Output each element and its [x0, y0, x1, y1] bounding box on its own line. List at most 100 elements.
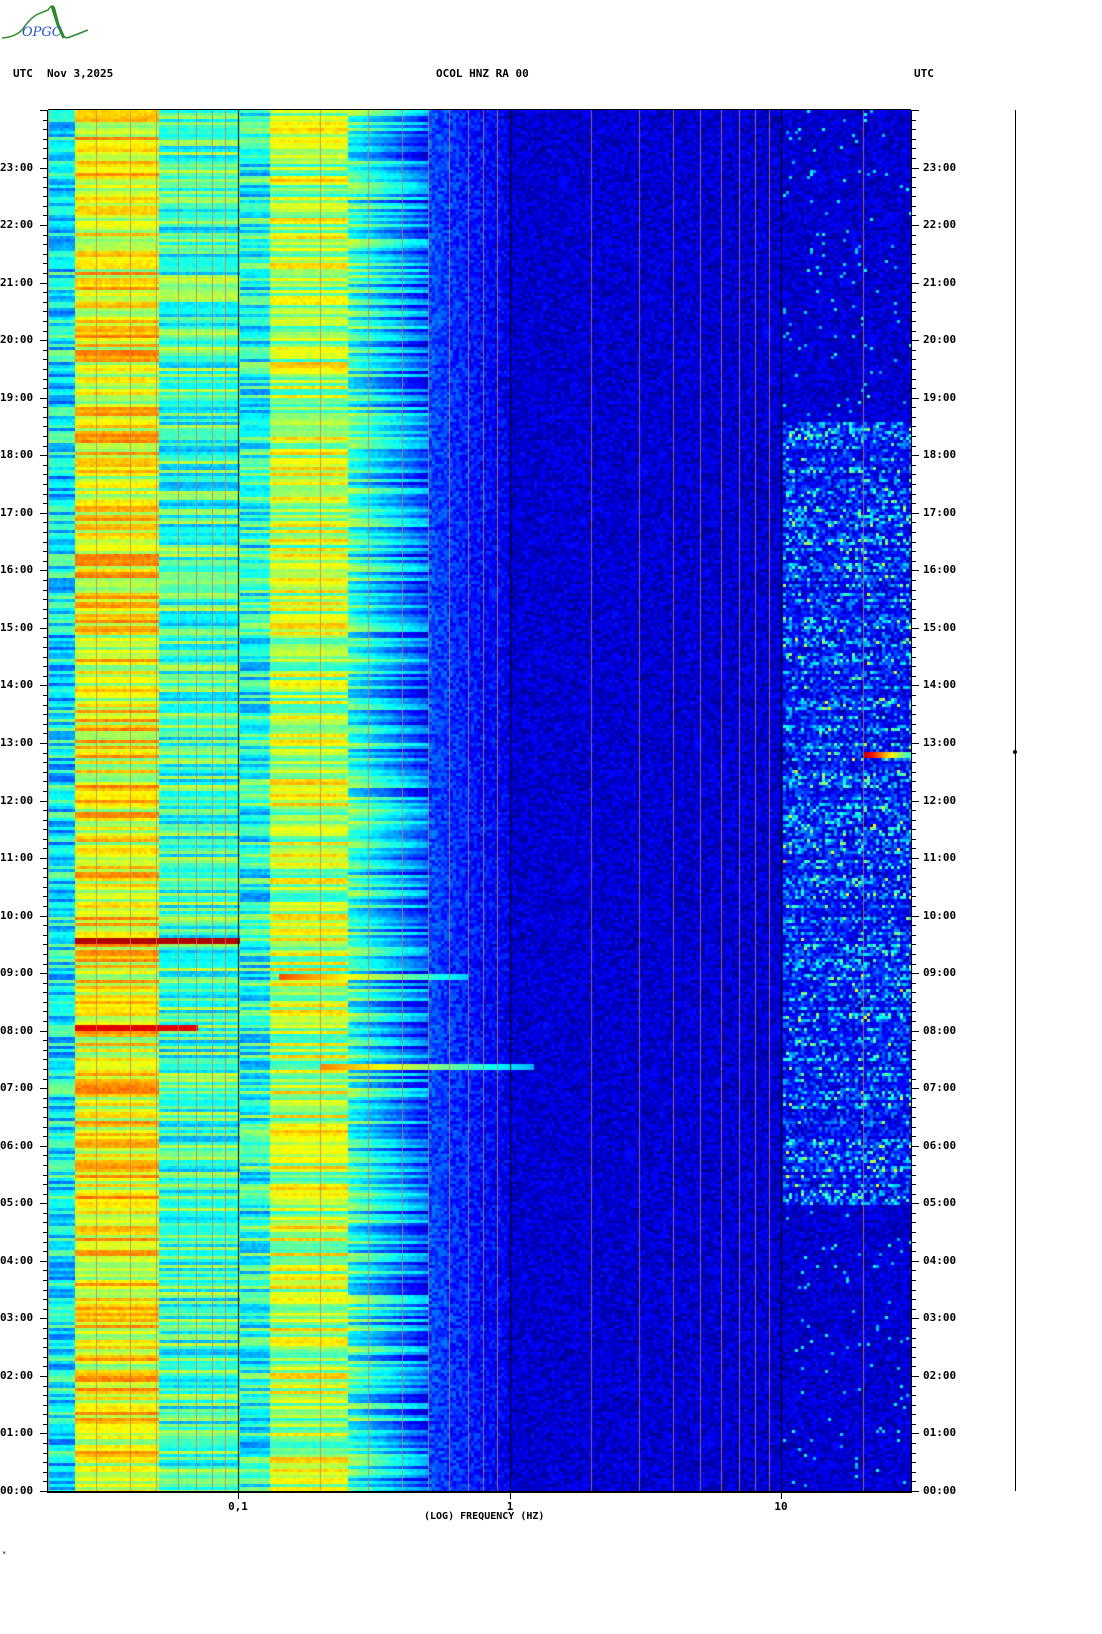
- y-tick-left: [43, 292, 48, 293]
- y-tick-left: [43, 1414, 48, 1415]
- y-tick-right: [911, 618, 916, 619]
- y-tick-label-left: 19:00: [0, 391, 34, 404]
- y-tick-right: [911, 311, 916, 312]
- y-tick-right: [911, 1194, 916, 1195]
- y-tick-right: [911, 1031, 919, 1032]
- y-tick-label-left: 07:00: [0, 1081, 34, 1094]
- y-tick-right: [911, 1222, 916, 1223]
- y-tick-left: [43, 810, 48, 811]
- y-tick-right: [911, 455, 919, 456]
- y-tick-left: [43, 695, 48, 696]
- y-tick-left: [40, 570, 48, 571]
- y-tick-label-left: 05:00: [0, 1196, 34, 1209]
- y-tick-left: [43, 1155, 48, 1156]
- date-label: Nov 3,2025: [47, 67, 114, 80]
- y-tick-label-right: 07:00: [923, 1081, 957, 1094]
- y-tick-left: [43, 474, 48, 475]
- y-tick-left: [43, 1462, 48, 1463]
- y-tick-left: [43, 599, 48, 600]
- y-tick-right: [911, 494, 916, 495]
- y-tick-right: [911, 273, 916, 274]
- y-tick-right: [911, 542, 916, 543]
- y-tick-left: [43, 359, 48, 360]
- y-tick-left: [40, 110, 48, 111]
- y-tick-left: [43, 1280, 48, 1281]
- y-tick-left: [40, 1491, 48, 1492]
- y-tick-right: [911, 1328, 916, 1329]
- y-tick-left: [40, 340, 48, 341]
- y-tick-left: [40, 916, 48, 917]
- y-tick-right: [911, 1146, 919, 1147]
- y-tick-right: [911, 1088, 919, 1089]
- y-tick-right: [911, 609, 916, 610]
- y-tick-right: [911, 1175, 916, 1176]
- y-tick-right: [911, 292, 916, 293]
- y-tick-label-right: 01:00: [923, 1426, 957, 1439]
- y-tick-left: [43, 1213, 48, 1214]
- y-tick-right: [911, 1021, 916, 1022]
- y-tick-left: [43, 1002, 48, 1003]
- y-tick-right: [911, 263, 916, 264]
- y-tick-left: [43, 829, 48, 830]
- y-tick-right: [911, 1395, 916, 1396]
- y-tick-right: [911, 283, 919, 284]
- logo-text: OPGC: [22, 25, 62, 40]
- y-tick-left: [43, 1328, 48, 1329]
- y-tick-right: [911, 340, 919, 341]
- y-tick-left: [40, 513, 48, 514]
- y-tick-right: [911, 1117, 916, 1118]
- y-tick-left: [43, 1290, 48, 1291]
- y-tick-right: [911, 225, 919, 226]
- y-tick-left: [43, 896, 48, 897]
- y-tick-right: [911, 1338, 916, 1339]
- y-tick-left: [43, 753, 48, 754]
- y-tick-right: [911, 637, 916, 638]
- y-tick-right: [911, 1011, 916, 1012]
- y-tick-label-right: 14:00: [923, 678, 957, 691]
- y-tick-label-left: 17:00: [0, 506, 34, 519]
- y-tick-left: [43, 379, 48, 380]
- y-tick-right: [911, 407, 916, 408]
- y-tick-label-left: 20:00: [0, 333, 34, 346]
- y-tick-left: [40, 1376, 48, 1377]
- y-tick-label-left: 00:00: [0, 1484, 34, 1497]
- y-tick-right: [911, 848, 916, 849]
- y-tick-left: [43, 724, 48, 725]
- y-tick-right: [911, 1050, 916, 1051]
- y-tick-left: [43, 196, 48, 197]
- y-tick-right: [911, 1357, 916, 1358]
- footer-mark: *: [2, 1550, 7, 1558]
- y-tick-left: [43, 139, 48, 140]
- y-tick-left: [40, 1031, 48, 1032]
- y-tick-left: [43, 1251, 48, 1252]
- y-tick-left: [43, 465, 48, 466]
- y-tick-right: [911, 964, 916, 965]
- y-tick-right: [911, 484, 916, 485]
- y-tick-left: [43, 1424, 48, 1425]
- y-tick-right: [911, 772, 916, 773]
- y-tick-right: [911, 1261, 919, 1262]
- y-tick-left: [43, 215, 48, 216]
- y-tick-left: [43, 494, 48, 495]
- y-tick-left: [43, 935, 48, 936]
- right-trace-mark: [1013, 750, 1017, 754]
- y-tick-right: [911, 359, 916, 360]
- y-tick-left: [43, 637, 48, 638]
- y-tick-right: [911, 1165, 916, 1166]
- y-tick-right: [911, 1242, 916, 1243]
- y-tick-left: [43, 417, 48, 418]
- y-tick-right: [911, 1424, 916, 1425]
- y-tick-right: [911, 187, 916, 188]
- y-tick-right: [911, 820, 916, 821]
- y-tick-label-left: 06:00: [0, 1139, 34, 1152]
- y-tick-left: [43, 551, 48, 552]
- y-tick-right: [911, 925, 916, 926]
- y-tick-right: [911, 666, 916, 667]
- y-tick-right: [911, 1040, 916, 1041]
- y-tick-right: [911, 465, 916, 466]
- y-tick-right: [911, 1059, 916, 1060]
- y-tick-left: [40, 283, 48, 284]
- y-tick-right: [911, 331, 916, 332]
- y-tick-right: [911, 1079, 916, 1080]
- y-tick-left: [43, 657, 48, 658]
